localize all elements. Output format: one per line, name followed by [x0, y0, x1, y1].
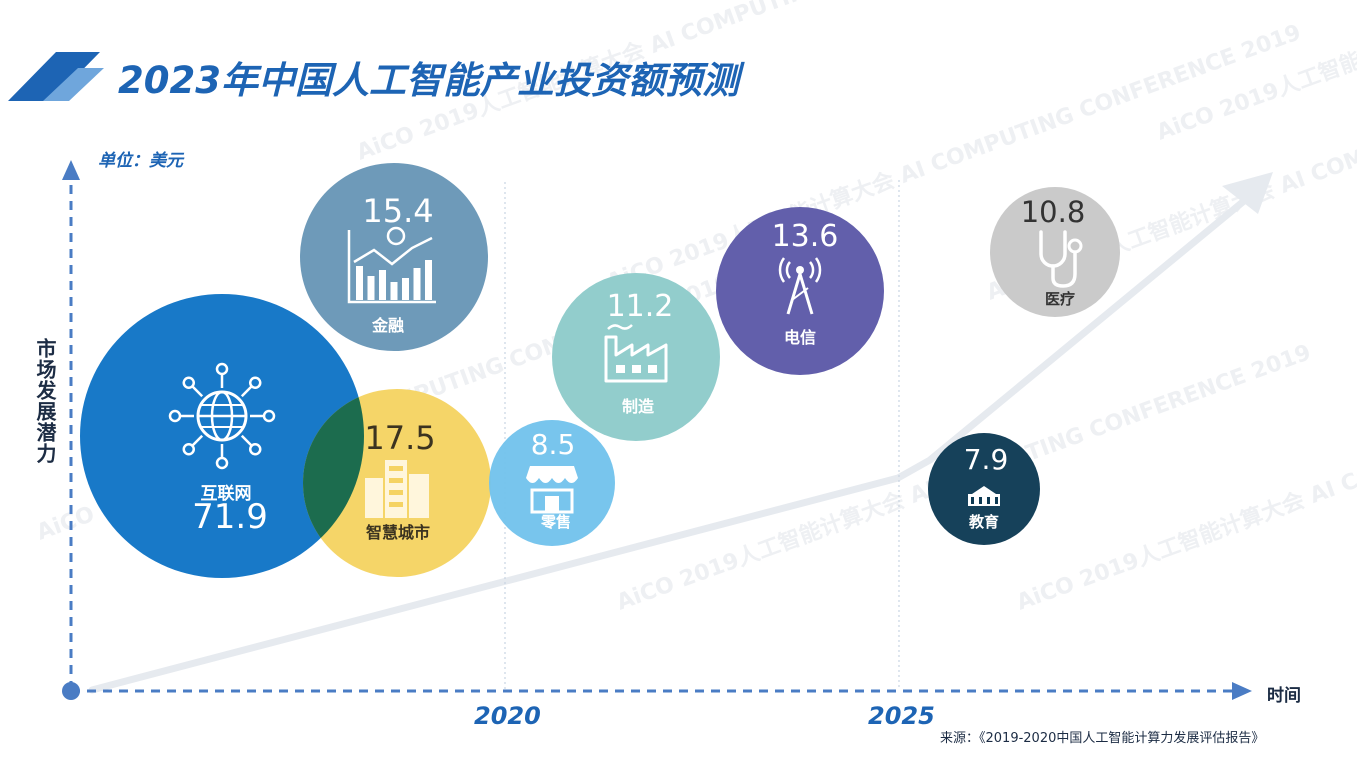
- bubble-medical-label: 医疗: [1045, 290, 1075, 308]
- bubble-manufacturing: 11.2 制造: [552, 273, 720, 441]
- page-title: 2023年中国人工智能产业投资额预测: [118, 59, 739, 102]
- bar-chart-icon: [347, 226, 436, 304]
- y-axis-label: 市场发展潜力: [33, 338, 57, 464]
- bubble-finance: 15.4 金融: [300, 163, 488, 351]
- bubble-internet-value: 71.9: [192, 497, 268, 537]
- bubble-internet-label: 互联网: [201, 484, 252, 504]
- bubble-education: 7.9 教育: [928, 433, 1040, 545]
- bubble-retail-circle: [489, 420, 615, 546]
- watermark-text: AiCO 2019人工智能计算大会 AI COMPUTING CONFERENC…: [1013, 339, 1357, 615]
- bubble-education-value: 7.9: [964, 443, 1009, 476]
- unit-label: 单位：美元: [98, 151, 183, 171]
- bubble-retail-value: 8.5: [531, 428, 576, 461]
- signal-tower-icon: [778, 257, 822, 315]
- bubble-smartcity-label: 智慧城市: [366, 523, 430, 542]
- bubble-telecom-value: 13.6: [772, 219, 839, 254]
- school-icon: [968, 486, 1000, 506]
- bubble-finance-label: 金融: [371, 316, 404, 335]
- bubble-finance-circle: [300, 163, 488, 351]
- bubble-retail-label: 零售: [540, 513, 571, 531]
- bubble-smartcity: 17.5 智慧城市: [303, 389, 491, 577]
- growth-trend-arrow: [88, 172, 1273, 694]
- bubble-telecom: 13.6 电信: [716, 207, 884, 375]
- city-buildings-icon: [365, 460, 429, 518]
- bubble-medical-circle: [990, 187, 1120, 317]
- bubble-medical-value: 10.8: [1021, 195, 1086, 229]
- x-axis: [71, 682, 1252, 700]
- bubble-smartcity-value: 17.5: [364, 419, 435, 457]
- bubble-manufacturing-circle: [552, 273, 720, 441]
- bubble-retail: 8.5 零售: [489, 420, 615, 546]
- source-note: 来源：《2019-2020中国人工智能计算力发展评估报告》: [940, 731, 1265, 746]
- storefront-icon: [526, 466, 578, 514]
- bubble-telecom-label: 电信: [784, 328, 816, 347]
- bubble-manufacturing-label: 制造: [622, 397, 655, 416]
- period-label-2025: 2025: [868, 702, 935, 730]
- bubble-education-label: 教育: [968, 513, 999, 531]
- bubble-finance-value: 15.4: [362, 192, 433, 230]
- y-axis: [62, 160, 80, 690]
- globe-network-icon: [168, 362, 276, 470]
- stethoscope-icon: [1039, 230, 1083, 288]
- bubble-telecom-circle: [716, 207, 884, 375]
- x-axis-label: 时间: [1267, 686, 1301, 706]
- bubble-manufacturing-value: 11.2: [607, 289, 674, 324]
- title-stripes-decoration: [8, 52, 104, 101]
- bubble-medical: 10.8 医疗: [990, 187, 1120, 317]
- bubble-internet-circle: [80, 294, 364, 578]
- factory-icon: [604, 324, 668, 383]
- axis-origin-dot: [62, 682, 80, 700]
- period-label-2020: 2020: [474, 702, 541, 730]
